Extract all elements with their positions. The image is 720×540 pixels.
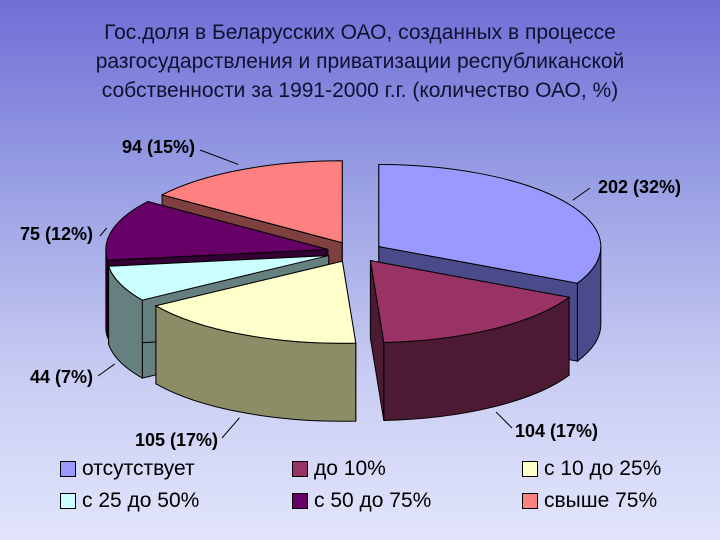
label-leaders xyxy=(97,149,591,439)
legend: отсутствует до 10% с 10 до 25% с 25 до 50% с… xyxy=(60,455,700,515)
data-label-0: 202 (32%) xyxy=(598,177,681,197)
pie-chart: 202 (32%) 104 (17%) 105 (17%) 44 (7%) 75 (12… xyxy=(20,137,681,450)
legend-swatch xyxy=(292,461,308,477)
legend-label: отсутствует xyxy=(82,457,195,480)
legend-item-4: с 50 до 75% xyxy=(292,487,522,515)
legend-item-1: до 10% xyxy=(292,455,522,483)
legend-label: с 10 до 25% xyxy=(544,457,662,480)
data-label-3: 44 (7%) xyxy=(30,367,93,387)
data-label-4: 75 (12%) xyxy=(20,224,93,244)
pie-slice-1 xyxy=(369,260,571,344)
label-leader-4 xyxy=(99,227,108,237)
legend-item-0: отсутствует xyxy=(60,455,292,483)
legend-swatch xyxy=(60,461,76,477)
legend-swatch xyxy=(522,493,538,509)
data-label-5: 94 (15%) xyxy=(122,137,195,157)
pie-slice-5 xyxy=(160,160,343,244)
legend-swatch xyxy=(522,461,538,477)
data-labels: 202 (32%) 104 (17%) 105 (17%) 44 (7%) 75 (12… xyxy=(20,137,681,450)
legend-item-2: с 10 до 25% xyxy=(522,455,702,483)
pie-tops xyxy=(105,160,602,344)
legend-label: с 50 до 75% xyxy=(314,489,432,512)
legend-label: с 25 до 50% xyxy=(82,489,200,512)
pie-slice-3 xyxy=(107,255,329,301)
data-label-1: 104 (17%) xyxy=(515,421,598,441)
legend-swatch xyxy=(292,493,308,509)
label-leader-1 xyxy=(495,411,513,429)
pie-slice-4 xyxy=(105,201,328,261)
pie-slice-2 xyxy=(154,260,357,344)
legend-label: до 10% xyxy=(314,457,386,480)
chart-title: Гос.доля в Беларусских ОАО, созданных в … xyxy=(95,21,625,102)
legend-label: свыше 75% xyxy=(544,489,658,512)
label-leader-3 xyxy=(97,363,116,377)
data-label-2: 105 (17%) xyxy=(135,430,218,450)
label-leader-0 xyxy=(572,187,591,201)
pie-slice-0 xyxy=(378,164,602,284)
label-leader-2 xyxy=(221,417,240,439)
legend-item-3: с 25 до 50% xyxy=(60,487,292,515)
legend-item-5: свыше 75% xyxy=(522,487,702,515)
pie-outer-wall-4-0 xyxy=(105,249,109,339)
legend-swatch xyxy=(60,493,76,509)
label-leader-5 xyxy=(199,149,239,165)
